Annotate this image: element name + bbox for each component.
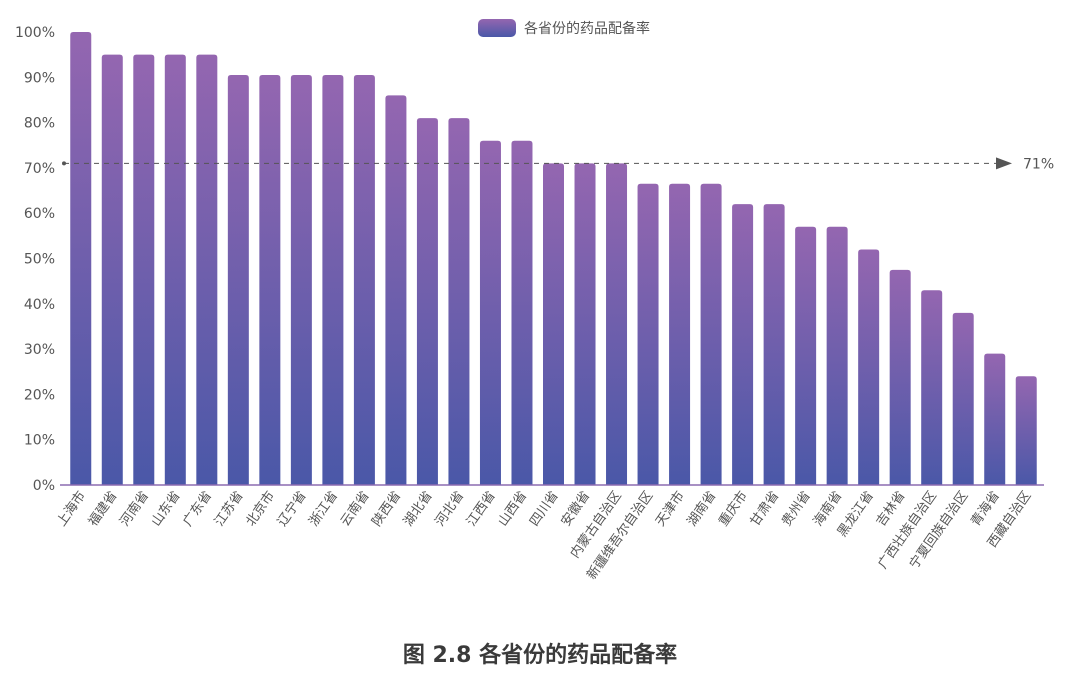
x-tick-label: 上海市 — [54, 488, 89, 529]
bar[interactable] — [606, 163, 628, 485]
x-tick-label: 山东省 — [149, 489, 184, 530]
y-tick-label: 60% — [24, 206, 55, 222]
bar[interactable] — [795, 226, 817, 486]
x-axis-labels: 上海市福建省河南省山东省广东省江苏省北京市辽宁省浙江省云南省陕西省湖北省河北省江… — [54, 488, 1035, 582]
bar[interactable] — [921, 290, 943, 485]
bar[interactable] — [732, 204, 754, 485]
y-tick-label: 90% — [24, 70, 55, 86]
x-tick-label: 浙江省 — [306, 489, 341, 530]
y-tick-label: 20% — [24, 387, 55, 403]
bar[interactable] — [637, 183, 659, 485]
bar[interactable] — [669, 183, 691, 485]
y-tick-label: 30% — [24, 342, 55, 358]
y-tick-label: 100% — [15, 25, 55, 41]
chart-legend[interactable]: 各省份的药品配备率 — [478, 19, 650, 37]
bar[interactable] — [826, 226, 848, 486]
bar[interactable] — [479, 140, 501, 485]
bar[interactable] — [70, 32, 92, 485]
x-tick-label: 陕西省 — [370, 489, 405, 530]
reference-line: 71% — [62, 156, 1054, 172]
bar[interactable] — [700, 183, 722, 485]
bar[interactable] — [227, 75, 249, 485]
bar[interactable] — [574, 163, 596, 485]
bar[interactable] — [448, 118, 470, 485]
x-tick-label: 河南省 — [117, 488, 152, 529]
bar[interactable] — [416, 118, 438, 485]
bar[interactable] — [984, 353, 1006, 485]
bar[interactable] — [290, 75, 312, 485]
x-tick-label: 湖北省 — [401, 489, 436, 530]
legend-label: 各省份的药品配备率 — [524, 20, 650, 37]
x-tick-label: 山西省 — [496, 489, 531, 530]
bar[interactable] — [133, 54, 155, 486]
reference-line-start-dot — [62, 161, 66, 166]
bar[interactable] — [101, 54, 123, 486]
bar[interactable] — [763, 204, 785, 485]
x-tick-label: 天津市 — [652, 488, 687, 529]
bar[interactable] — [322, 75, 344, 485]
x-tick-label: 四川省 — [527, 489, 562, 530]
bar[interactable] — [952, 312, 974, 485]
y-tick-label: 10% — [24, 433, 55, 449]
x-tick-label: 广东省 — [180, 489, 215, 530]
x-tick-label: 云南省 — [337, 488, 372, 529]
bar[interactable] — [889, 269, 911, 485]
bar[interactable] — [858, 249, 880, 485]
x-tick-label: 河北省 — [433, 489, 468, 530]
reference-line-label: 71% — [1023, 156, 1054, 172]
bar-series — [70, 32, 1037, 486]
x-tick-label: 重庆市 — [715, 488, 750, 529]
bar[interactable] — [259, 75, 281, 485]
x-tick-label: 福建省 — [86, 489, 121, 530]
bar[interactable] — [543, 163, 564, 485]
bar[interactable] — [385, 95, 407, 486]
x-tick-label: 江西省 — [464, 489, 499, 530]
bar-chart: 各省份的药品配备率 0% 10% 20% 30% 40% 50% 60% 70% 80% 90% 1… — [15, 19, 1054, 582]
x-tick-label: 湖南省 — [684, 488, 719, 529]
legend-swatch — [478, 19, 516, 37]
x-tick-label: 江苏省 — [211, 488, 246, 529]
x-tick-label: 辽宁省 — [274, 488, 309, 529]
y-tick-label: 70% — [24, 161, 55, 177]
x-tick-label: 北京市 — [243, 488, 278, 529]
y-tick-label: 40% — [24, 297, 55, 313]
y-tick-label: 50% — [24, 252, 55, 268]
x-tick-label: 甘肃省 — [748, 489, 783, 530]
bar[interactable] — [196, 54, 218, 486]
bar[interactable] — [353, 75, 375, 485]
y-tick-label: 80% — [24, 116, 55, 132]
y-tick-label: 0% — [33, 478, 55, 494]
bar[interactable] — [164, 54, 186, 486]
bar[interactable] — [1015, 376, 1037, 485]
reference-arrow-icon — [996, 157, 1012, 170]
figure-caption: 图 2.8 各省份的药品配备率 — [402, 643, 678, 668]
x-tick-label: 贵州省 — [779, 489, 814, 530]
bar[interactable] — [511, 140, 533, 485]
y-axis-ticks: 0% 10% 20% 30% 40% 50% 60% 70% 80% 90% 100% — [15, 25, 55, 494]
